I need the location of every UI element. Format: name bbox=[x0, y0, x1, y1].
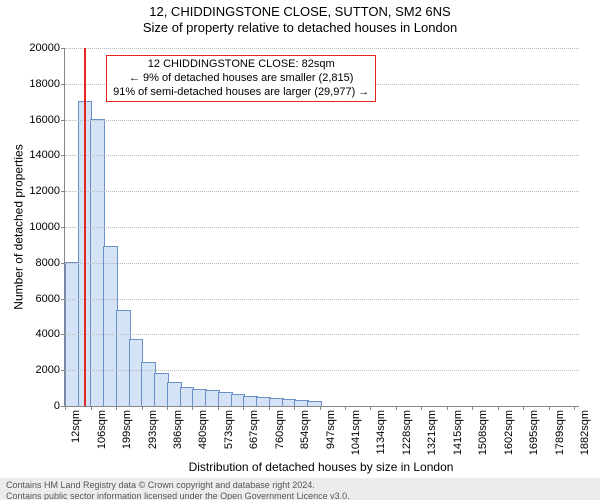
x-tick-label: 667sqm bbox=[247, 410, 260, 449]
x-tick-label: 106sqm bbox=[95, 410, 108, 449]
y-tick-label: 4000 bbox=[36, 328, 65, 340]
y-tick-label: 12000 bbox=[29, 185, 65, 197]
x-tick-label: 854sqm bbox=[298, 410, 311, 449]
x-tick-label: 573sqm bbox=[222, 410, 235, 449]
y-tick-label: 2000 bbox=[36, 364, 65, 376]
chart-gridline bbox=[65, 370, 579, 371]
x-tick-mark bbox=[218, 406, 219, 410]
footer-line-2: Contains public sector information licen… bbox=[6, 491, 594, 500]
x-tick-label: 1041sqm bbox=[349, 410, 362, 455]
chart-annotation-line: 12 CHIDDINGSTONE CLOSE: 82sqm bbox=[113, 58, 369, 72]
x-tick-label: 199sqm bbox=[120, 410, 133, 449]
x-axis-title: Distribution of detached houses by size … bbox=[64, 460, 578, 474]
x-tick-mark bbox=[447, 406, 448, 410]
x-tick-label: 1882sqm bbox=[578, 410, 591, 455]
chart-annotation: 12 CHIDDINGSTONE CLOSE: 82sqm← 9% of det… bbox=[106, 55, 376, 102]
y-axis-title: Number of detached properties bbox=[12, 48, 26, 406]
chart-annotation-line: 91% of semi-detached houses are larger (… bbox=[113, 86, 369, 100]
x-tick-mark bbox=[574, 406, 575, 410]
x-tick-label: 1321sqm bbox=[425, 410, 438, 455]
y-axis-title-text: Number of detached properties bbox=[12, 144, 26, 309]
x-tick-mark bbox=[116, 406, 117, 410]
y-tick-label: 16000 bbox=[29, 114, 65, 126]
chart-gridline bbox=[65, 263, 579, 264]
x-tick-mark bbox=[320, 406, 321, 410]
x-tick-label: 480sqm bbox=[196, 410, 209, 449]
x-tick-mark bbox=[523, 406, 524, 410]
x-tick-mark bbox=[294, 406, 295, 410]
chart-gridline bbox=[65, 191, 579, 192]
x-tick-mark bbox=[549, 406, 550, 410]
x-tick-mark bbox=[370, 406, 371, 410]
x-tick-mark bbox=[91, 406, 92, 410]
x-tick-label: 947sqm bbox=[324, 410, 337, 449]
chart-annotation-line: ← 9% of detached houses are smaller (2,8… bbox=[113, 72, 369, 86]
x-tick-label: 293sqm bbox=[146, 410, 159, 449]
y-tick-label: 10000 bbox=[29, 221, 65, 233]
x-tick-label: 1789sqm bbox=[553, 410, 566, 455]
y-tick-label: 0 bbox=[54, 400, 65, 412]
chart-marker-line bbox=[84, 48, 86, 406]
x-tick-label: 1134sqm bbox=[374, 410, 387, 454]
chart-gridline bbox=[65, 155, 579, 156]
x-tick-label: 12sqm bbox=[69, 410, 82, 443]
chart-gridline bbox=[65, 299, 579, 300]
x-tick-mark bbox=[65, 406, 66, 410]
x-tick-mark bbox=[396, 406, 397, 410]
y-tick-label: 14000 bbox=[29, 149, 65, 161]
chart-gridline bbox=[65, 48, 579, 49]
y-tick-label: 8000 bbox=[36, 257, 65, 269]
y-tick-label: 18000 bbox=[29, 78, 65, 90]
x-tick-label: 1602sqm bbox=[502, 410, 515, 455]
page-subtitle: Size of property relative to detached ho… bbox=[0, 20, 600, 36]
chart-gridline bbox=[65, 120, 579, 121]
x-tick-mark bbox=[345, 406, 346, 410]
y-tick-label: 20000 bbox=[29, 42, 65, 54]
x-tick-mark bbox=[167, 406, 168, 410]
y-tick-label: 6000 bbox=[36, 293, 65, 305]
page-title: 12, CHIDDINGSTONE CLOSE, SUTTON, SM2 6NS bbox=[0, 4, 600, 20]
x-tick-label: 386sqm bbox=[171, 410, 184, 449]
x-tick-label: 1695sqm bbox=[527, 410, 540, 455]
x-tick-label: 760sqm bbox=[273, 410, 286, 449]
x-tick-mark bbox=[192, 406, 193, 410]
x-tick-mark bbox=[498, 406, 499, 410]
chart-gridline bbox=[65, 227, 579, 228]
footer: Contains HM Land Registry data © Crown c… bbox=[0, 478, 600, 500]
x-tick-mark bbox=[472, 406, 473, 410]
x-tick-mark bbox=[142, 406, 143, 410]
x-tick-label: 1508sqm bbox=[476, 410, 489, 455]
footer-line-1: Contains HM Land Registry data © Crown c… bbox=[6, 480, 594, 491]
chart-gridline bbox=[65, 334, 579, 335]
chart-plot-area: 0200040006000800010000120001400016000180… bbox=[64, 48, 579, 407]
x-tick-label: 1228sqm bbox=[400, 410, 413, 455]
x-tick-mark bbox=[269, 406, 270, 410]
x-tick-label: 1415sqm bbox=[451, 410, 464, 455]
x-tick-mark bbox=[421, 406, 422, 410]
x-tick-mark bbox=[243, 406, 244, 410]
